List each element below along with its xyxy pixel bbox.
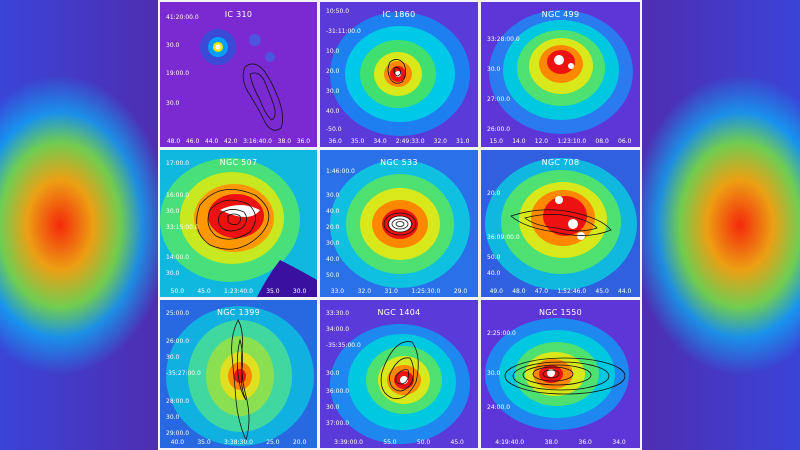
panel-title: NGC 1404 <box>377 308 421 317</box>
panel-title: NGC 1550 <box>538 308 583 317</box>
panel-ngc-533: NGC 533 1:46:00.0 30.0 40.0 20.0 30.0 40… <box>320 150 478 297</box>
x-axis-ticks: 49.0 48.0 47.0 1:52:46.0 45.0 44.0 <box>489 288 632 295</box>
x-axis-ticks: 4:19:40.0 38.0 36.0 34.0 <box>495 439 626 446</box>
x-axis-ticks: 50.0 45.0 1:23:40.0 35.0 30.0 <box>170 288 307 295</box>
x-axis-ticks: 3:39:00.0 55.0 50.0 45.0 <box>334 439 464 446</box>
xray-map <box>330 160 470 288</box>
x-axis-ticks: 33.0 32.0 31.0 1:25:30.0 29.0 <box>330 288 468 295</box>
panel-ngc-499: NGC 499 33:28:00.0 30.0 27:00.0 26:00.0 … <box>481 2 640 147</box>
panel-ngc-1399: NGC 1399 25:00.0 26:00.0 30.0 -35:27:00.… <box>160 300 317 448</box>
panel-ic-1860: IC 1860 10:50.0 -31:11:00.0 10.0 20.0 30… <box>320 2 478 147</box>
x-axis-ticks: 36.0 35.0 34.0 2:49:33.0 32.0 31.0 <box>328 138 470 145</box>
galaxy-mosaic: IC 310 41:20:00.0 30.0 19:00.0 30.0 48.0… <box>158 0 642 450</box>
x-axis-ticks: 15.0 14.0 12.0 1:23:10.0 08.0 06.0 <box>489 138 632 145</box>
panel-ngc-507: NGC 507 17:00.0 16:00.0 30.0 33:15:00.0 … <box>160 150 317 297</box>
panel-title: NGC 533 <box>380 158 418 167</box>
panel-title: NGC 1399 <box>216 308 261 317</box>
panel-ngc-708: NGC 708 20.0 36:09:00.0 50.0 40.0 49.0 48… <box>481 150 640 297</box>
panel-ngc-1550: NGC 1550 2:25:00.0 30.0 24:00.0 4:19:40.… <box>481 300 640 448</box>
panel-title: IC 310 <box>224 10 253 19</box>
panel-ngc-1404: NGC 1404 33:30.0 34:00.0 -35:35:00.0 30.… <box>320 300 478 448</box>
panel-ic-310: IC 310 41:20:00.0 30.0 19:00.0 30.0 48.0… <box>160 2 317 147</box>
panel-title: NGC 708 <box>541 158 580 167</box>
xray-map <box>485 158 637 290</box>
x-axis-ticks: 48.0 46.0 44.0 42.0 3:16:40.0 38.0 36.0 <box>166 138 311 145</box>
xray-map <box>160 150 317 297</box>
panel-title: NGC 499 <box>541 10 580 19</box>
xray-map <box>166 306 314 446</box>
panel-title: NGC 507 <box>219 158 258 167</box>
x-axis-ticks: 40.0 35.0 3:38:30.0 25.0 20.0 <box>170 439 307 446</box>
xray-map <box>489 10 633 134</box>
xray-map <box>330 12 470 136</box>
xray-map <box>330 324 470 444</box>
xray-map <box>200 29 283 131</box>
xray-map <box>485 318 629 430</box>
panel-title: IC 1860 <box>382 10 416 19</box>
